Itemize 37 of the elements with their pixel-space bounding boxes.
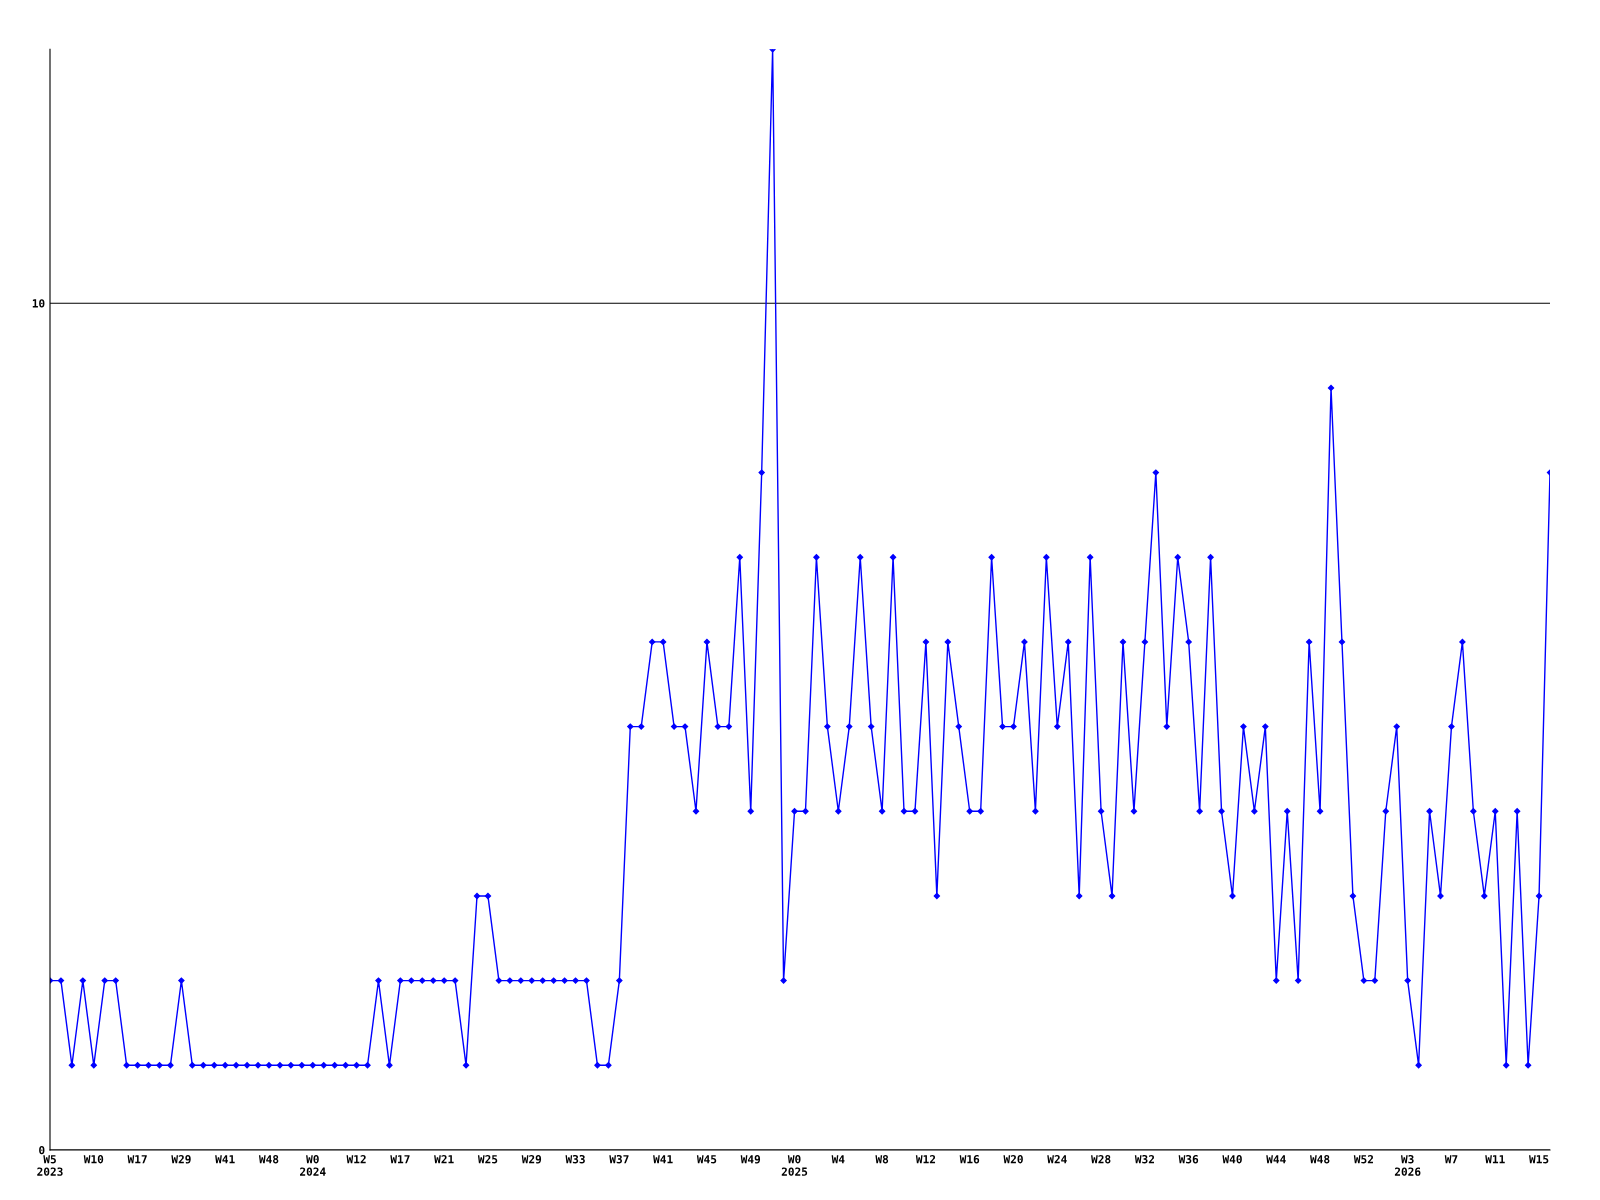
x-tick-label: W16 xyxy=(959,1155,980,1164)
x-tick-label: W4 xyxy=(831,1155,845,1164)
x-tick-label: W15 xyxy=(1529,1155,1549,1164)
x-tick-label: W36 xyxy=(1178,1155,1199,1164)
x-tick-label: W21 xyxy=(434,1155,454,1164)
x-tick-label: W33 xyxy=(565,1155,585,1164)
x-tick-label: W0 2024 xyxy=(300,1155,326,1176)
y-tick-label: 0 xyxy=(39,1145,45,1155)
x-tick-label: W29 xyxy=(521,1155,542,1164)
x-tick-label: W24 xyxy=(1047,1155,1067,1164)
x-tick-label: W17 xyxy=(390,1155,410,1164)
x-tick-label: W12 xyxy=(346,1155,366,1164)
x-tick-label: W3 2026 xyxy=(1394,1155,1421,1176)
x-tick-label: W0 2025 xyxy=(781,1155,808,1176)
x-tick-label: W7 xyxy=(1444,1155,1458,1164)
x-tick-label: W29 xyxy=(171,1155,191,1164)
x-tick-label: W28 xyxy=(1091,1155,1111,1164)
x-tick-label: W48 xyxy=(258,1155,279,1164)
x-tick-label: W41 xyxy=(653,1155,673,1164)
x-tick-label: W45 xyxy=(696,1155,717,1164)
x-tick-label: W25 xyxy=(477,1155,498,1164)
x-tick-label: W40 xyxy=(1222,1155,1242,1164)
x-tick-label: W37 xyxy=(609,1155,629,1164)
x-tick-label: W5 2023 xyxy=(37,1155,63,1176)
x-tick-label: W11 xyxy=(1485,1155,1505,1164)
x-tick-label: W12 xyxy=(915,1155,936,1164)
x-tick-label: W10 xyxy=(83,1155,104,1164)
x-tick-label: W52 xyxy=(1353,1155,1373,1164)
x-tick-label: W41 xyxy=(215,1155,235,1164)
x-tick-label: W32 xyxy=(1134,1155,1154,1164)
x-tick-label: W20 xyxy=(1003,1155,1023,1164)
y-tick-label: 10 xyxy=(32,299,45,308)
x-tick-label: W17 xyxy=(127,1155,147,1164)
x-tick-label: W44 xyxy=(1266,1155,1286,1164)
x-tick-label: W49 xyxy=(740,1155,761,1164)
x-tick-label: W8 xyxy=(875,1155,889,1164)
x-tick-label: W48 xyxy=(1310,1155,1330,1164)
